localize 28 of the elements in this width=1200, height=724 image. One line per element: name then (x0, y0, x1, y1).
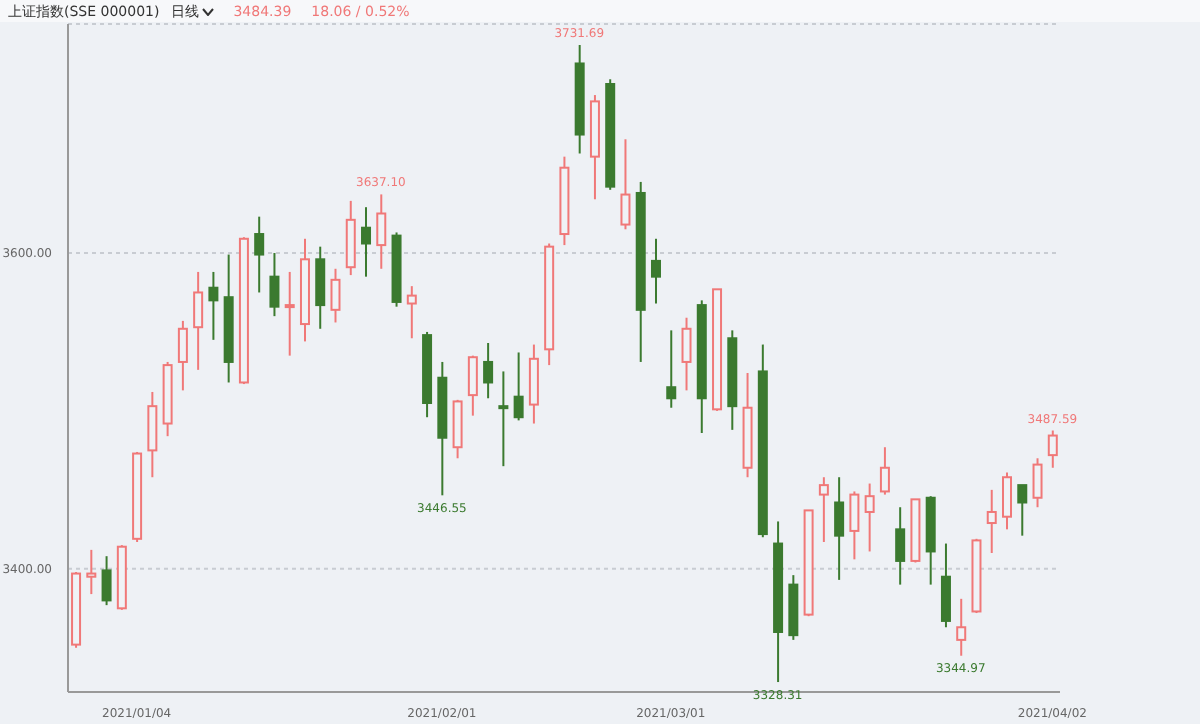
candlestick (895, 506, 906, 586)
candlestick (223, 253, 234, 384)
candlestick (86, 548, 97, 596)
candlestick (849, 490, 860, 561)
candlestick (254, 215, 265, 294)
candlestick (666, 329, 677, 409)
candlestick (879, 446, 890, 496)
candlestick (498, 370, 509, 468)
candlestick (574, 44, 585, 155)
candlestick (299, 237, 310, 343)
candlestick (773, 520, 784, 684)
candlestick (208, 270, 219, 341)
candlestick (681, 316, 692, 392)
candlestick (147, 390, 158, 479)
candlestick (956, 597, 967, 657)
candlestick (650, 237, 661, 305)
candlestick (986, 488, 997, 555)
candlestick (528, 343, 539, 425)
candlestick (483, 342, 494, 400)
candlestick (361, 206, 372, 278)
candlestick (834, 476, 845, 581)
candlestick (635, 180, 646, 363)
candlestick (193, 270, 204, 371)
candlestick (406, 285, 417, 340)
candlestick (559, 155, 570, 247)
candlestick (437, 360, 448, 497)
candlestick (284, 270, 295, 357)
candlestick (376, 193, 387, 270)
